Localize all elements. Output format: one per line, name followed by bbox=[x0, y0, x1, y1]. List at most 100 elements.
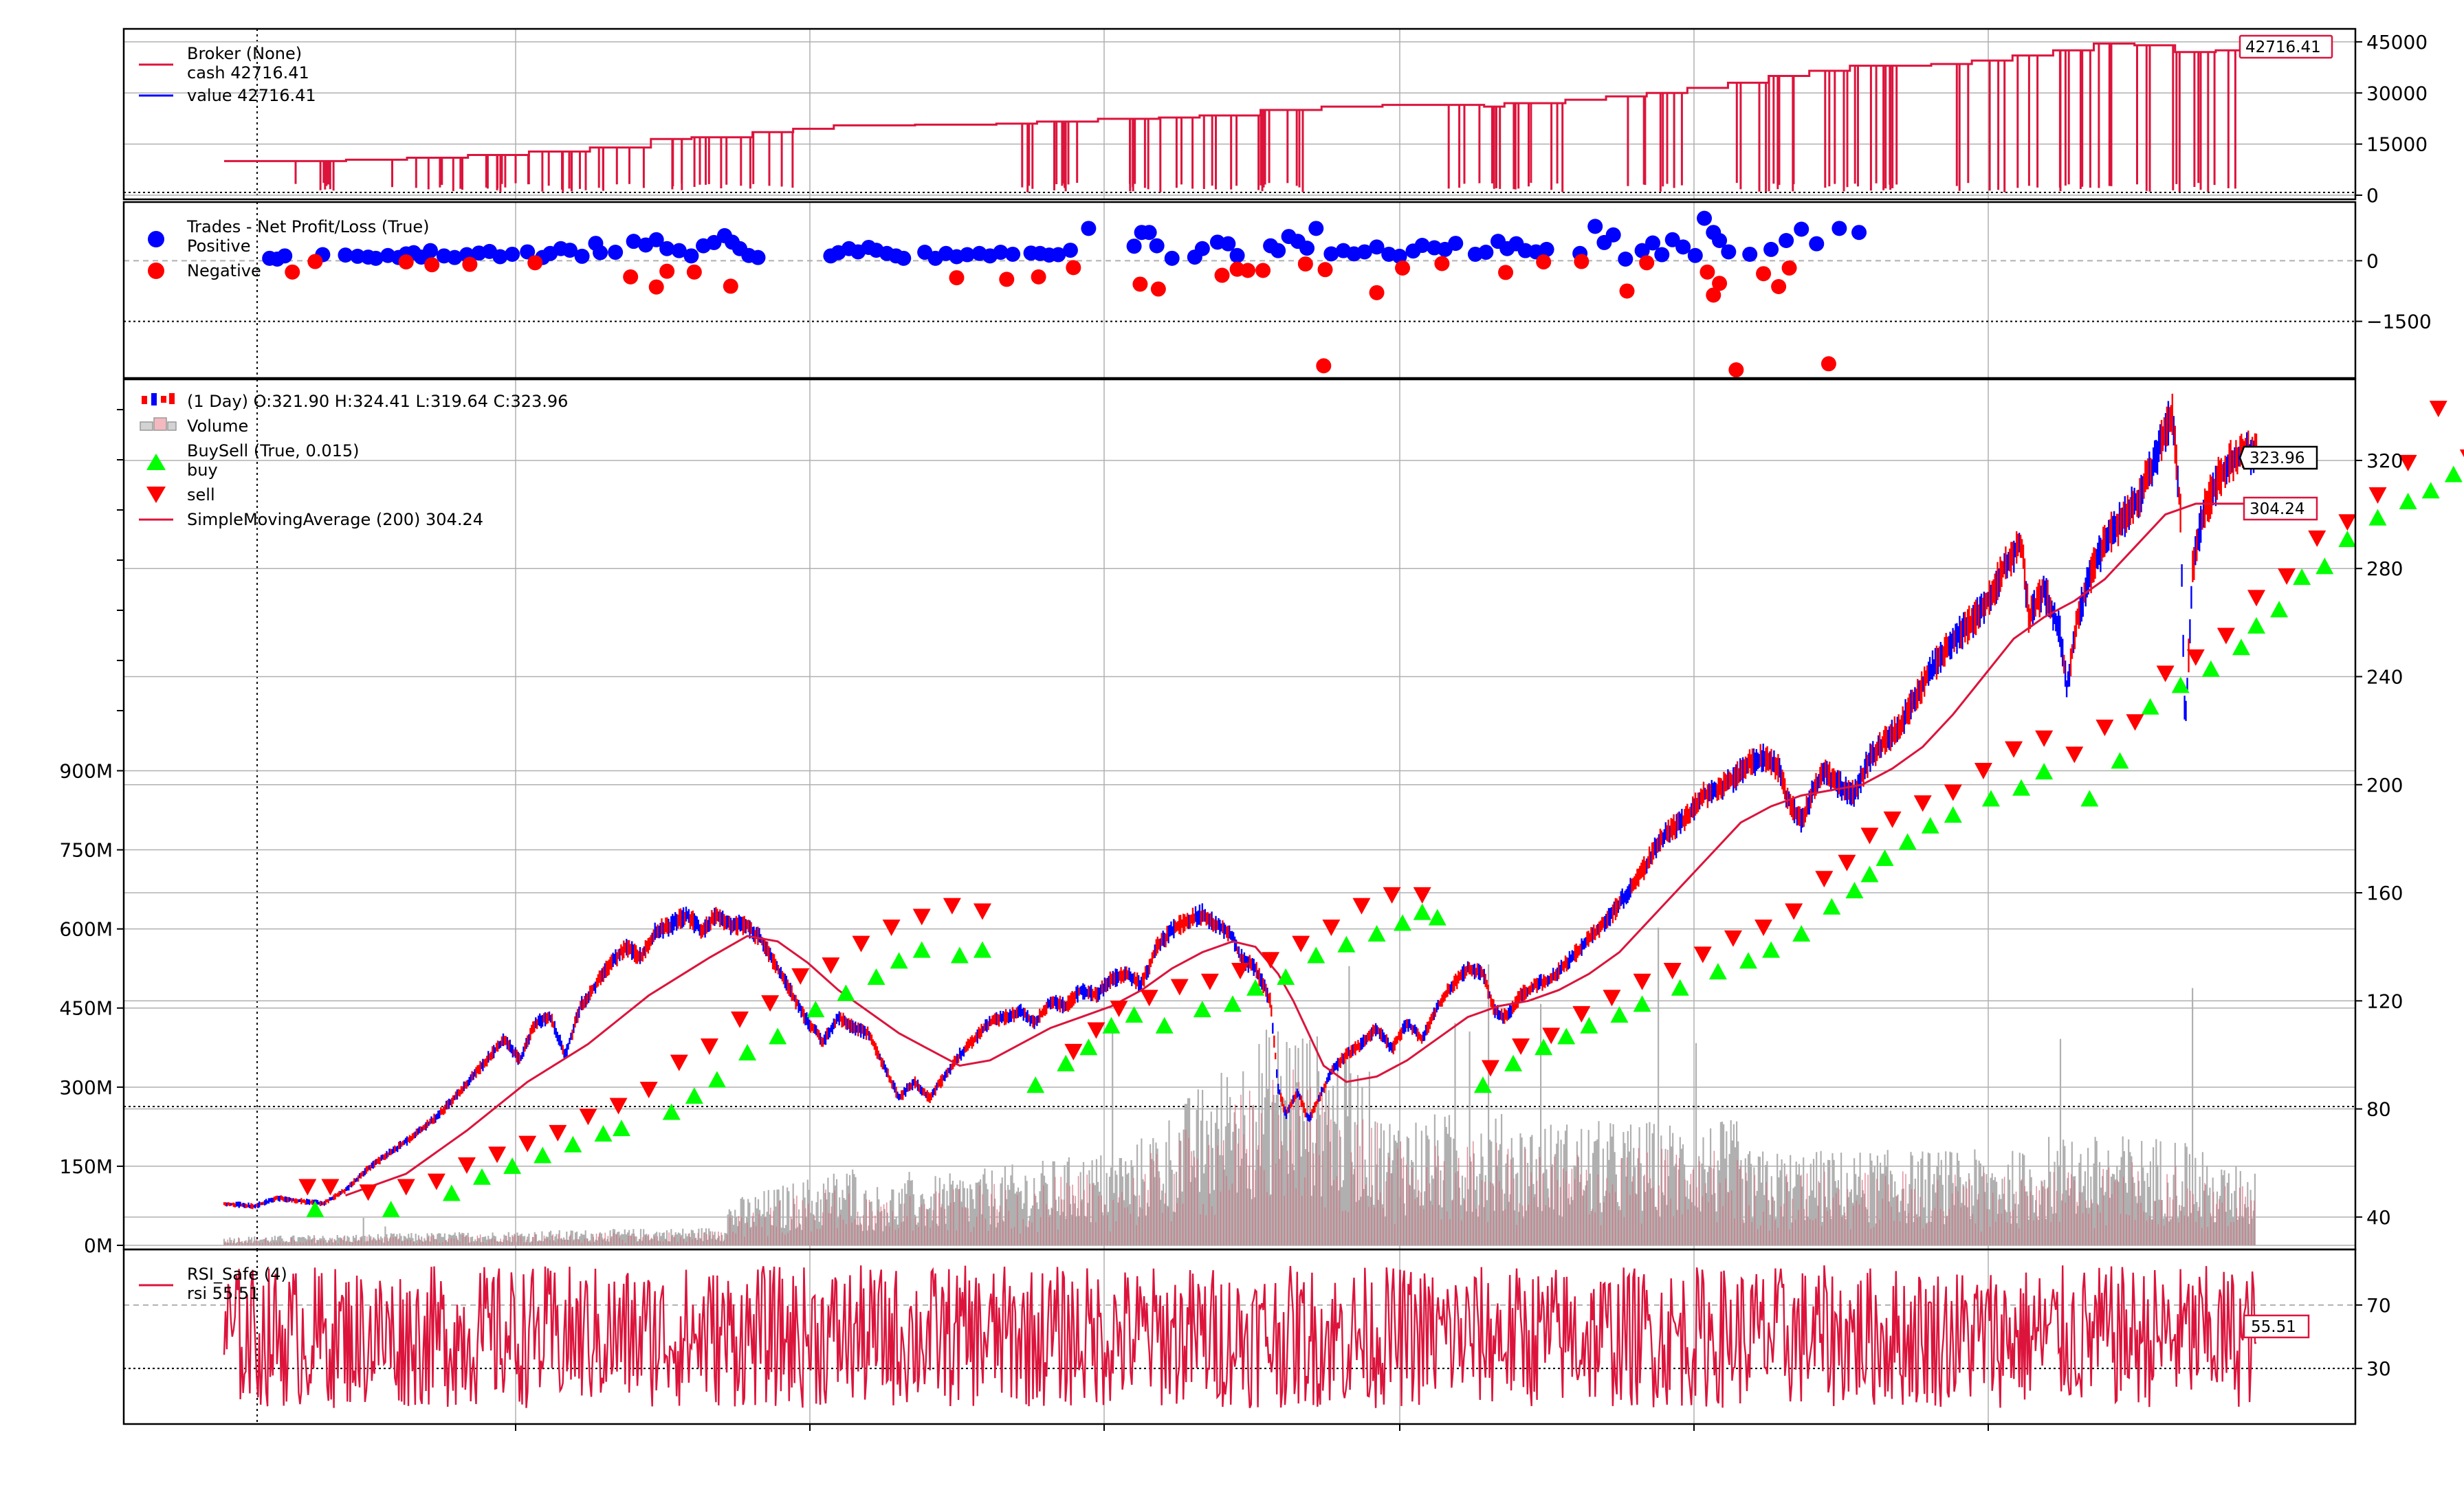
price-legend: (1 Day) O:321.90 H:324.41 L:319.64 C:323… bbox=[139, 392, 568, 529]
buy-marker bbox=[837, 984, 855, 1001]
trade-positive-point bbox=[1851, 225, 1867, 241]
sell-marker bbox=[2368, 487, 2387, 504]
buy-marker bbox=[2141, 698, 2159, 715]
volume-y-tick-label: 300M bbox=[59, 1076, 113, 1099]
sell-marker bbox=[639, 1081, 658, 1098]
sell-marker bbox=[822, 957, 840, 975]
sell-marker bbox=[2247, 590, 2265, 607]
trade-negative-point bbox=[1317, 262, 1333, 278]
volume-y-tick-label: 900M bbox=[59, 759, 113, 782]
sell-marker bbox=[2096, 720, 2114, 737]
rsi-y-axis: 30 70 bbox=[2355, 1294, 2391, 1380]
buy-marker bbox=[1762, 941, 1781, 958]
buy-marker bbox=[2293, 568, 2311, 586]
trade-positive-point bbox=[683, 248, 699, 264]
buy-marker bbox=[2035, 763, 2054, 780]
rsi-frame bbox=[122, 1248, 2357, 1425]
sell-marker bbox=[2126, 714, 2144, 731]
sell-marker bbox=[2186, 649, 2205, 666]
broker-legend-title: Broker (None) bbox=[187, 44, 302, 63]
trade-positive-point bbox=[626, 234, 641, 249]
sell-marker bbox=[670, 1054, 688, 1071]
buy-marker bbox=[950, 946, 969, 964]
buy-marker bbox=[2270, 601, 2289, 618]
sell-marker bbox=[2338, 514, 2357, 531]
sell-marker bbox=[549, 1124, 567, 1142]
broker-panel: 0 15000 30000 45000 Broker (None) cash 4271… bbox=[122, 27, 2428, 207]
buy-marker bbox=[2399, 492, 2417, 509]
buy-marker bbox=[867, 968, 886, 985]
sell-marker bbox=[1383, 887, 1401, 904]
buy-marker bbox=[1876, 849, 1894, 866]
price-legend-candle: (1 Day) O:321.90 H:324.41 L:319.64 C:323… bbox=[187, 392, 568, 411]
buy-marker bbox=[1337, 935, 1356, 953]
sell-marker bbox=[1944, 784, 1962, 801]
volume-y-tick-label: 150M bbox=[59, 1155, 113, 1178]
price-panel: 40 80 120 160 200 240 280 320 0M 150M 300M 450M 600… bbox=[59, 378, 2464, 1257]
broker-last-value-text: 42716.41 bbox=[2245, 38, 2321, 56]
broker-frame bbox=[122, 27, 2357, 201]
price-legend-volume: Volume bbox=[187, 416, 248, 436]
sell-marker bbox=[2156, 665, 2175, 682]
buy-marker bbox=[1944, 806, 1962, 823]
rsi-line bbox=[223, 1265, 2257, 1409]
trade-positive-point bbox=[593, 245, 608, 260]
trades-legend-negative-marker bbox=[148, 263, 164, 279]
trade-positive-point bbox=[423, 243, 439, 258]
sell-marker bbox=[2005, 741, 2023, 758]
sell-marker bbox=[1170, 979, 1189, 996]
sell-marker bbox=[1231, 962, 1249, 979]
trade-positive-point bbox=[671, 243, 687, 258]
trade-positive-point bbox=[1299, 241, 1315, 256]
buy-marker bbox=[707, 1071, 726, 1088]
trade-negative-point bbox=[1255, 263, 1271, 278]
price-y-tick-label: 40 bbox=[2366, 1206, 2391, 1229]
buy-marker bbox=[2171, 676, 2190, 693]
sell-marker bbox=[1883, 811, 1902, 828]
buy-marker bbox=[382, 1201, 400, 1218]
rsi-last-value-text: 55.51 bbox=[2251, 1318, 2296, 1336]
trade-positive-point bbox=[1763, 241, 1779, 257]
trade-positive-point bbox=[520, 244, 536, 260]
trade-positive-point bbox=[1478, 245, 1494, 260]
buy-marker bbox=[1428, 909, 1446, 926]
buy-marker bbox=[1633, 995, 1651, 1012]
sell-marker bbox=[1633, 973, 1651, 990]
sell-marker bbox=[397, 1179, 415, 1196]
sell-marker bbox=[298, 1179, 317, 1196]
trades-legend-positive: Positive bbox=[187, 236, 251, 256]
buy-marker bbox=[1473, 1076, 1492, 1093]
buy-marker bbox=[685, 1087, 703, 1104]
volume-y-tick-label: 0M bbox=[84, 1234, 113, 1257]
sell-marker bbox=[2035, 730, 2054, 747]
buy-marker bbox=[1671, 979, 1689, 996]
price-y-tick-label: 160 bbox=[2366, 882, 2403, 904]
price-legend-buy: buy bbox=[187, 460, 218, 480]
trade-positive-point bbox=[1539, 241, 1554, 257]
rsi-y-tick-label: 30 bbox=[2366, 1357, 2391, 1380]
sell-marker bbox=[1603, 990, 1621, 1007]
trade-negative-point bbox=[1771, 279, 1787, 295]
sell-marker bbox=[1542, 1027, 1561, 1045]
sell-marker bbox=[2429, 401, 2448, 418]
rsi-panel: 30 70 RSI_Safe (4) rsi 55.51 55.51 bbox=[122, 1248, 2391, 1425]
trade-positive-point bbox=[574, 248, 590, 264]
buy-marker bbox=[2316, 557, 2334, 575]
trade-negative-point bbox=[1434, 256, 1450, 271]
sell-marker bbox=[1064, 1043, 1083, 1060]
buy-marker bbox=[1504, 1054, 1523, 1071]
trade-negative-point bbox=[1574, 254, 1590, 269]
broker-legend: Broker (None) cash 42716.41 value 42716.… bbox=[139, 44, 316, 105]
buy-marker bbox=[973, 941, 991, 958]
buy-marker bbox=[306, 1201, 324, 1218]
buy-marker bbox=[1307, 946, 1326, 964]
trade-positive-point bbox=[562, 243, 578, 258]
trade-positive-point bbox=[1587, 219, 1603, 234]
broker-grid bbox=[124, 29, 2355, 199]
broker-y-tick-label: 30000 bbox=[2366, 82, 2428, 104]
trades-legend-title: Trades - Net Profit/Loss (True) bbox=[186, 217, 430, 236]
sell-marker bbox=[852, 935, 870, 953]
trades-panel: 0 −1500 Trades - Net Profit/Loss (True) P… bbox=[122, 201, 2432, 379]
trade-positive-point bbox=[1779, 232, 1794, 248]
